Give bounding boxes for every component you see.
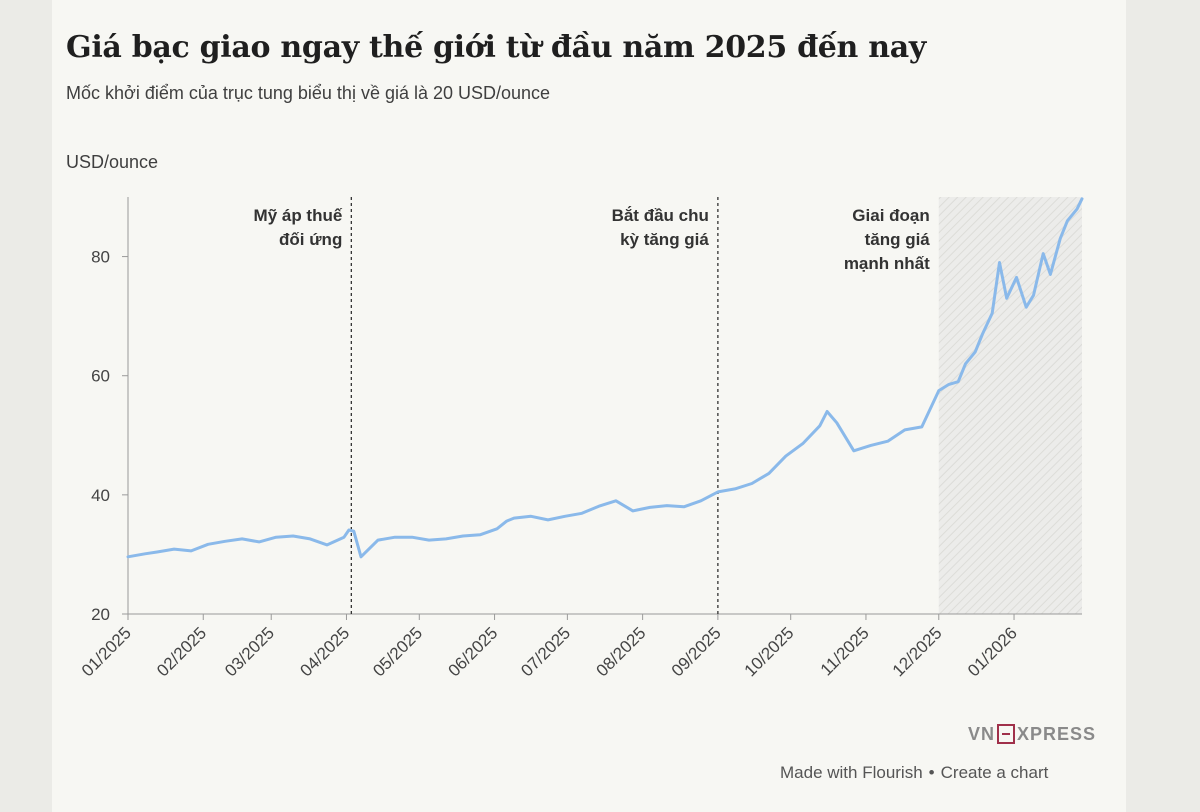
chart-subtitle: Mốc khởi điểm của trục tung biểu thị về … [66,83,551,103]
x-tick-label: 03/2025 [221,623,278,680]
page-title: Giá bạc giao ngay thế giới từ đầu năm 20… [66,30,926,65]
create-chart-link[interactable]: Create a chart [940,763,1049,782]
logo-e-icon [997,724,1016,744]
y-tick-label: 80 [91,248,110,267]
shaded-region-label: mạnh nhất [844,254,930,273]
x-tick-label: 01/2025 [78,623,135,680]
shaded-region-label: Giai đoạn [852,206,929,225]
y-tick-label: 40 [91,486,110,505]
vnexpress-logo[interactable]: VN XPRESS [968,723,1096,745]
shaded-region [938,197,1082,614]
made-with-flourish-link[interactable]: Made with Flourish [780,763,923,782]
logo-text-left: VN [968,723,996,744]
x-tick-label: 08/2025 [593,623,650,680]
x-tick-label: 11/2025 [817,623,873,679]
annotation-label: Bắt đầu chu [612,206,709,225]
y-tick-label: 20 [91,605,110,624]
y-tick-label: 60 [91,367,110,386]
logo-text-right: XPRESS [1017,723,1097,744]
footer-separator: • [928,763,935,782]
x-tick-label: 05/2025 [369,623,426,680]
x-tick-label: 10/2025 [741,623,798,680]
footer-credit: Made with Flourish • Create a chart [780,763,1048,783]
silver-price-line [126,197,1084,559]
annotation-label: kỳ tăng giá [620,230,709,249]
annotation-label: Mỹ áp thuế [254,206,343,225]
x-tick-label: 07/2025 [517,623,574,680]
x-tick-label: 02/2025 [153,623,210,680]
x-tick-label: 01/2026 [964,623,1021,680]
x-tick-label: 06/2025 [444,623,501,680]
x-tick-label: 04/2025 [296,623,353,680]
y-axis-label: USD/ounce [66,152,158,172]
annotation-label: đối ứng [279,230,342,249]
shaded-region-label: tăng giá [865,230,931,249]
x-tick-label: 09/2025 [668,623,725,680]
x-tick-label: 12/2025 [889,623,946,680]
